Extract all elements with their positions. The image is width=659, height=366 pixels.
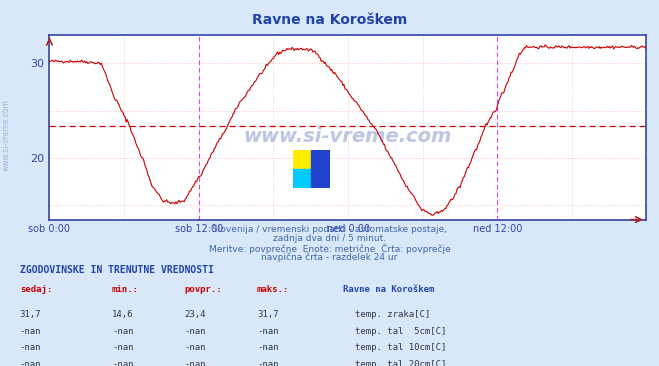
Text: 23,4: 23,4 bbox=[185, 310, 206, 320]
Text: temp. tal 10cm[C]: temp. tal 10cm[C] bbox=[355, 343, 446, 352]
Text: www.si-vreme.com: www.si-vreme.com bbox=[243, 127, 452, 146]
Text: Slovenija / vremenski podatki - avtomatske postaje,: Slovenija / vremenski podatki - avtomats… bbox=[212, 225, 447, 234]
Text: -nan: -nan bbox=[20, 343, 42, 352]
Text: povpr.:: povpr.: bbox=[185, 285, 222, 295]
Text: www.si-vreme.com: www.si-vreme.com bbox=[2, 100, 11, 171]
Text: zadnja dva dni / 5 minut.: zadnja dva dni / 5 minut. bbox=[273, 234, 386, 243]
Text: Ravne na Koroškem: Ravne na Koroškem bbox=[343, 285, 434, 295]
Text: -nan: -nan bbox=[185, 360, 206, 366]
Text: -nan: -nan bbox=[257, 327, 279, 336]
Text: -nan: -nan bbox=[112, 343, 134, 352]
Text: ZGODOVINSKE IN TRENUTNE VREDNOSTI: ZGODOVINSKE IN TRENUTNE VREDNOSTI bbox=[20, 265, 214, 275]
Text: -nan: -nan bbox=[257, 360, 279, 366]
Bar bbox=[312, 150, 330, 188]
Text: min.:: min.: bbox=[112, 285, 139, 295]
Text: -nan: -nan bbox=[112, 327, 134, 336]
Text: -nan: -nan bbox=[185, 343, 206, 352]
Text: -nan: -nan bbox=[257, 343, 279, 352]
Text: sedaj:: sedaj: bbox=[20, 285, 52, 295]
Text: temp. tal 20cm[C]: temp. tal 20cm[C] bbox=[355, 360, 446, 366]
Text: -nan: -nan bbox=[20, 360, 42, 366]
Text: 14,6: 14,6 bbox=[112, 310, 134, 320]
Text: 31,7: 31,7 bbox=[257, 310, 279, 320]
Bar bbox=[293, 169, 312, 188]
Text: temp. tal  5cm[C]: temp. tal 5cm[C] bbox=[355, 327, 446, 336]
Text: maks.:: maks.: bbox=[257, 285, 289, 295]
Text: -nan: -nan bbox=[185, 327, 206, 336]
Text: Meritve: povprečne  Enote: metrične  Črta: povprečje: Meritve: povprečne Enote: metrične Črta:… bbox=[209, 243, 450, 254]
Text: -nan: -nan bbox=[20, 327, 42, 336]
Bar bbox=[293, 150, 312, 169]
Text: 31,7: 31,7 bbox=[20, 310, 42, 320]
Text: Ravne na Koroškem: Ravne na Koroškem bbox=[252, 13, 407, 27]
Text: temp. zraka[C]: temp. zraka[C] bbox=[355, 310, 430, 320]
Text: navpična črta - razdelek 24 ur: navpična črta - razdelek 24 ur bbox=[262, 253, 397, 262]
Text: -nan: -nan bbox=[112, 360, 134, 366]
